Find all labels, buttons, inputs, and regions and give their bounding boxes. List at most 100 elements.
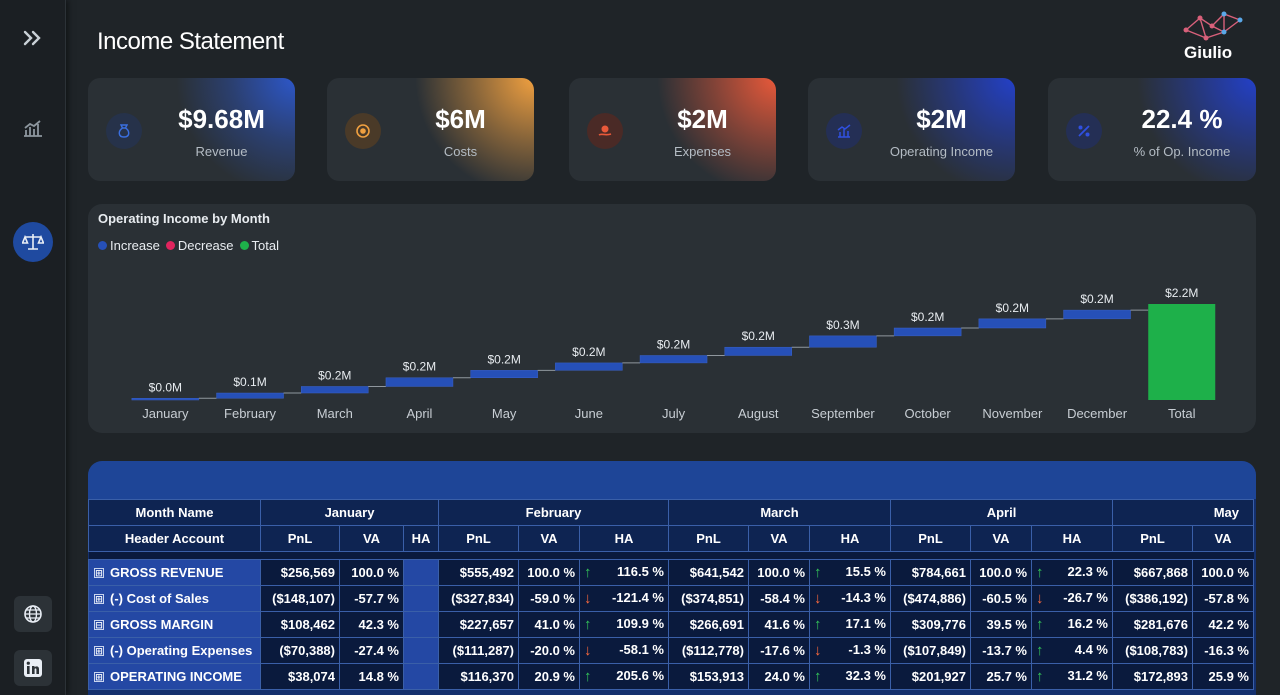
increase-bar[interactable] [1063, 309, 1131, 320]
pnl-cell: ($70,388) [260, 637, 340, 664]
account-cell[interactable]: ⊞ (-) Cost of Sales [88, 585, 261, 612]
increase-bar[interactable] [131, 398, 200, 401]
ha-cell: ↓ -14.3 % [809, 585, 891, 612]
va-cell: 42.3 % [339, 611, 404, 638]
va-cell: 25.7 % [970, 663, 1032, 690]
chart-money-icon [826, 113, 862, 149]
data-label: $0.2M [1080, 292, 1113, 306]
ha-cell: ↑ 15.5 % [809, 559, 891, 586]
pnl-cell: ($148,107) [260, 585, 340, 612]
col-ha[interactable]: HA [1031, 525, 1113, 552]
table-row: ⊞ (-) Operating Expenses ($70,388) -27.4 % (… [88, 637, 1254, 664]
col-ha[interactable]: HA [579, 525, 669, 552]
account-cell[interactable]: ⊟ GROSS MARGIN [88, 611, 261, 638]
month-header[interactable]: April [890, 499, 1113, 526]
increase-bar[interactable] [555, 362, 623, 371]
data-label: $0.2M [403, 360, 436, 374]
x-tick-label: January [142, 406, 189, 421]
increase-bar[interactable] [724, 346, 792, 356]
ha-value: 205.6 % [616, 667, 664, 683]
va-cell: 39.5 % [970, 611, 1032, 638]
col-pnl[interactable]: PnL [260, 525, 340, 552]
expand-toggle-icon[interactable]: ⊞ [94, 646, 104, 656]
spacer-row [88, 551, 1254, 560]
kpi-card-expenses: $2M Expenses [569, 78, 776, 181]
col-va[interactable]: VA [518, 525, 580, 552]
legend-item-decrease[interactable]: Decrease [165, 238, 234, 253]
col-pnl[interactable]: PnL [890, 525, 971, 552]
col-va[interactable]: VA [970, 525, 1032, 552]
increase-bar[interactable] [978, 318, 1047, 329]
linkedin-button[interactable] [14, 650, 52, 686]
ha-value: -121.4 % [611, 589, 664, 605]
legend-item-increase[interactable]: Increase [98, 238, 160, 253]
col-ha[interactable]: HA [809, 525, 891, 552]
col-pnl[interactable]: PnL [668, 525, 749, 552]
nav-bar-chart-button[interactable] [13, 108, 53, 148]
month-header[interactable]: May [1112, 499, 1254, 526]
data-label: $0.2M [318, 368, 351, 382]
ha-value: 16.2 % [1067, 615, 1108, 631]
month-header[interactable]: January [260, 499, 439, 526]
expand-toggle-icon[interactable]: ⊞ [94, 672, 104, 682]
kpi-card-revenue: $9.68M Revenue [88, 78, 295, 181]
kpi-card-operating-income: $2M Operating Income [808, 78, 1015, 181]
increase-bar[interactable] [639, 355, 708, 364]
account-name: (-) Cost of Sales [110, 591, 209, 606]
account-cell[interactable]: ⊞ (-) Operating Expenses [88, 637, 261, 664]
pnl-cell: $555,492 [438, 559, 519, 586]
ha-cell: ↓ -58.1 % [579, 637, 669, 664]
col-pnl[interactable]: PnL [438, 525, 519, 552]
ha-cell [403, 637, 439, 664]
nav-scale-button[interactable] [13, 222, 53, 262]
total-bar[interactable] [1148, 304, 1216, 400]
month-header-row: Month Name January February March April … [88, 499, 1254, 526]
col-va[interactable]: VA [748, 525, 810, 552]
kpi-card-percent-op-income: 22.4 % % of Op. Income [1048, 78, 1256, 181]
col-va[interactable]: VA [1192, 525, 1254, 552]
account-cell[interactable]: ⊞ OPERATING INCOME [88, 663, 261, 690]
month-header[interactable]: February [438, 499, 669, 526]
ha-cell: ↑ 116.5 % [579, 559, 669, 586]
matrix-scroll-area[interactable]: Month Name January February March April … [88, 499, 1256, 695]
increase-bar[interactable] [470, 370, 538, 378]
account-cell[interactable]: ⊞ GROSS REVENUE [88, 559, 261, 586]
data-label: $0.2M [657, 337, 690, 351]
pnl-cell: $256,569 [260, 559, 340, 586]
x-tick-label: July [662, 406, 686, 421]
kpi-value: $2M [677, 104, 728, 134]
increase-bar[interactable] [216, 392, 284, 399]
expand-toggle-icon[interactable]: ⊞ [94, 568, 104, 578]
ha-cell [403, 611, 439, 638]
waterfall-chart[interactable]: $0.0M January $0.1M February $0.2M March $0.2M… [88, 204, 1256, 433]
logo-text: Giulio [1184, 43, 1233, 62]
pnl-cell: ($111,287) [438, 637, 519, 664]
va-cell: 42.2 % [1192, 611, 1254, 638]
va-cell: 41.0 % [518, 611, 580, 638]
page-title: Income Statement [97, 28, 284, 55]
va-cell: 20.9 % [518, 663, 580, 690]
increase-bar[interactable] [893, 327, 962, 337]
card-glow [414, 78, 534, 181]
va-cell: -58.4 % [748, 585, 810, 612]
expand-sidebar-button[interactable] [13, 18, 53, 58]
ha-cell [403, 663, 439, 690]
globe-button[interactable] [14, 596, 52, 632]
expand-toggle-icon[interactable]: ⊟ [94, 620, 104, 630]
legend-item-total[interactable]: Total [239, 238, 279, 253]
ha-value: 22.3 % [1067, 563, 1108, 579]
legend-label: Decrease [177, 238, 234, 253]
increase-bar[interactable] [385, 377, 454, 387]
increase-bar[interactable] [301, 386, 369, 394]
ha-cell: ↑ 17.1 % [809, 611, 891, 638]
x-tick-label: Total [1168, 406, 1196, 421]
card-glow [656, 78, 776, 181]
bar-chart-icon [24, 120, 42, 137]
col-va[interactable]: VA [339, 525, 404, 552]
expand-toggle-icon[interactable]: ⊞ [94, 594, 104, 604]
col-pnl[interactable]: PnL [1112, 525, 1193, 552]
month-header[interactable]: March [668, 499, 891, 526]
increase-bar[interactable] [809, 335, 877, 348]
col-ha[interactable]: HA [403, 525, 439, 552]
